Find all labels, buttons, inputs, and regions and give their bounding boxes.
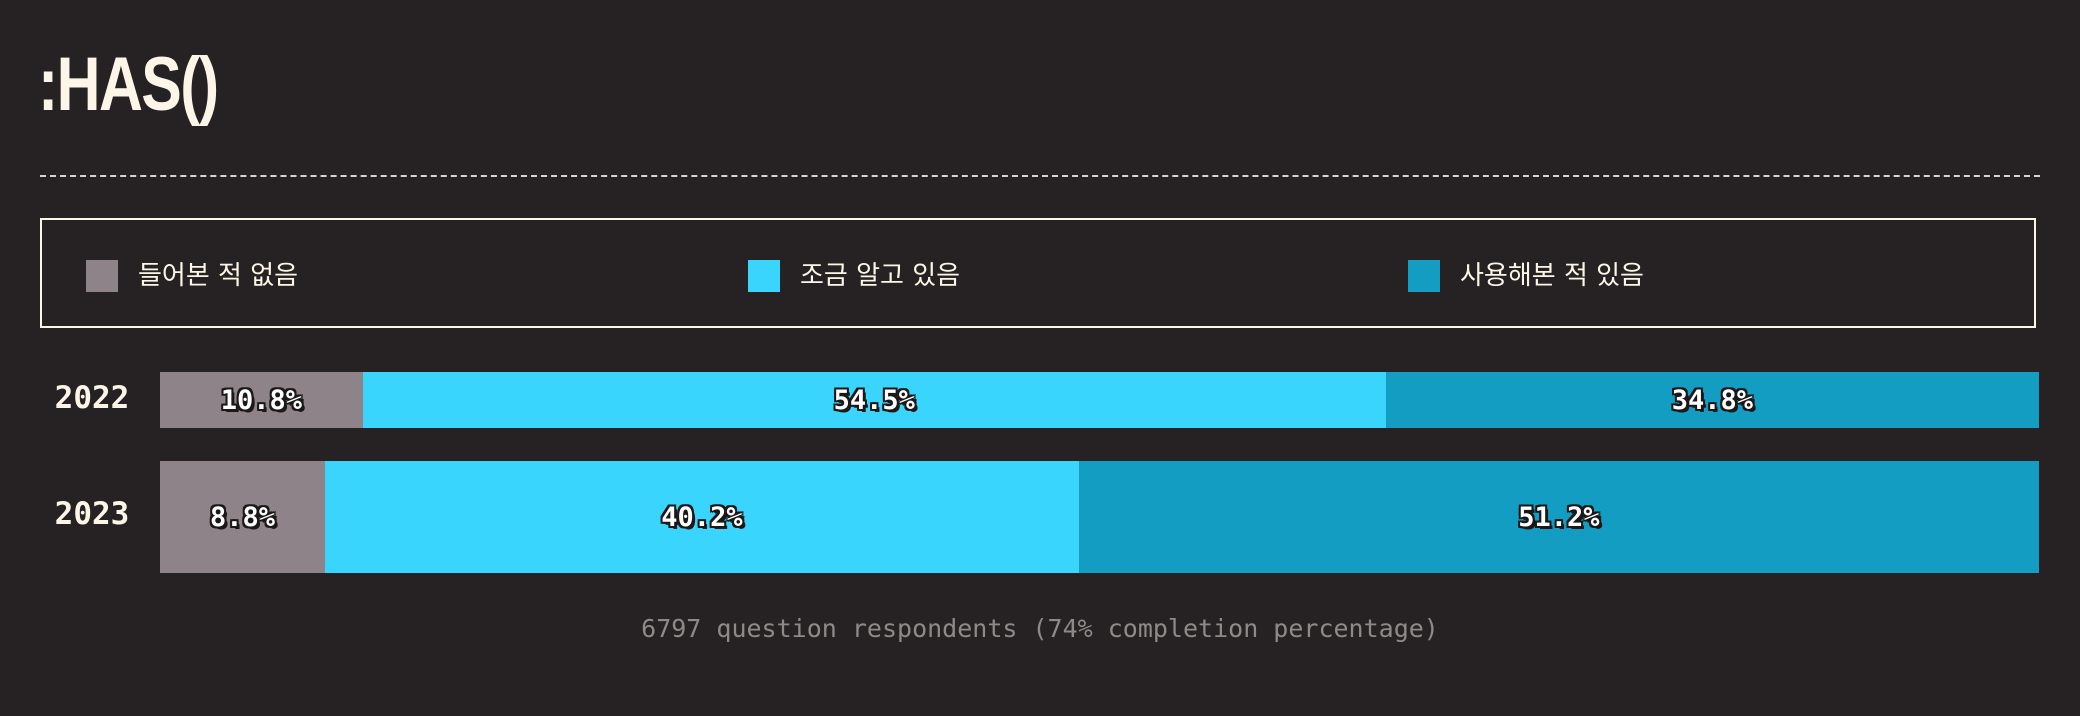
data-label-2023-have-used: 51.2% — [1518, 501, 1600, 533]
bar-2023: 8.8% 40.2% 51.2% — [160, 461, 2039, 573]
legend-label-have-used: 사용해본 적 있음 — [1460, 261, 1644, 291]
bar-segment-2023-have-used[interactable]: 51.2% — [1078, 461, 2039, 573]
data-label-2023-know-a-little: 40.2% — [661, 501, 743, 533]
bar-segment-2023-never-heard[interactable]: 8.8% — [160, 461, 326, 573]
legend: 들어본 적 없음 조금 알고 있음 사용해본 적 있음 — [40, 218, 2036, 328]
legend-item-have-used[interactable]: 사용해본 적 있음 — [1408, 260, 1644, 292]
row-label-2023: 2023 — [54, 496, 130, 532]
respondents-footnote: 6797 question respondents (74% completio… — [641, 614, 1439, 643]
data-label-2022-know-a-little: 54.5% — [833, 384, 915, 416]
legend-label-never-heard: 들어본 적 없음 — [138, 261, 299, 291]
legend-label-know-a-little: 조금 알고 있음 — [800, 261, 961, 291]
bar-segment-2023-know-a-little[interactable]: 40.2% — [325, 461, 1079, 573]
bar-2022: 10.8% 54.5% 34.8% — [160, 372, 2039, 428]
bar-segment-2022-have-used[interactable]: 34.8% — [1385, 372, 2039, 428]
row-label-2022: 2022 — [54, 380, 130, 416]
legend-item-never-heard[interactable]: 들어본 적 없음 — [86, 260, 298, 292]
bar-segment-2022-know-a-little[interactable]: 54.5% — [362, 372, 1386, 428]
data-label-2022-never-heard: 10.8% — [220, 384, 302, 416]
legend-item-know-a-little[interactable]: 조금 알고 있음 — [748, 260, 960, 292]
legend-swatch-never-heard — [86, 260, 118, 292]
title-divider — [40, 175, 2040, 177]
legend-swatch-know-a-little — [748, 260, 780, 292]
data-label-2023-never-heard: 8.8% — [209, 501, 276, 533]
legend-swatch-have-used — [1408, 260, 1440, 292]
data-label-2022-have-used: 34.8% — [1671, 384, 1753, 416]
bar-segment-2022-never-heard[interactable]: 10.8% — [160, 372, 363, 428]
chart-title: :HAS() — [38, 42, 219, 127]
